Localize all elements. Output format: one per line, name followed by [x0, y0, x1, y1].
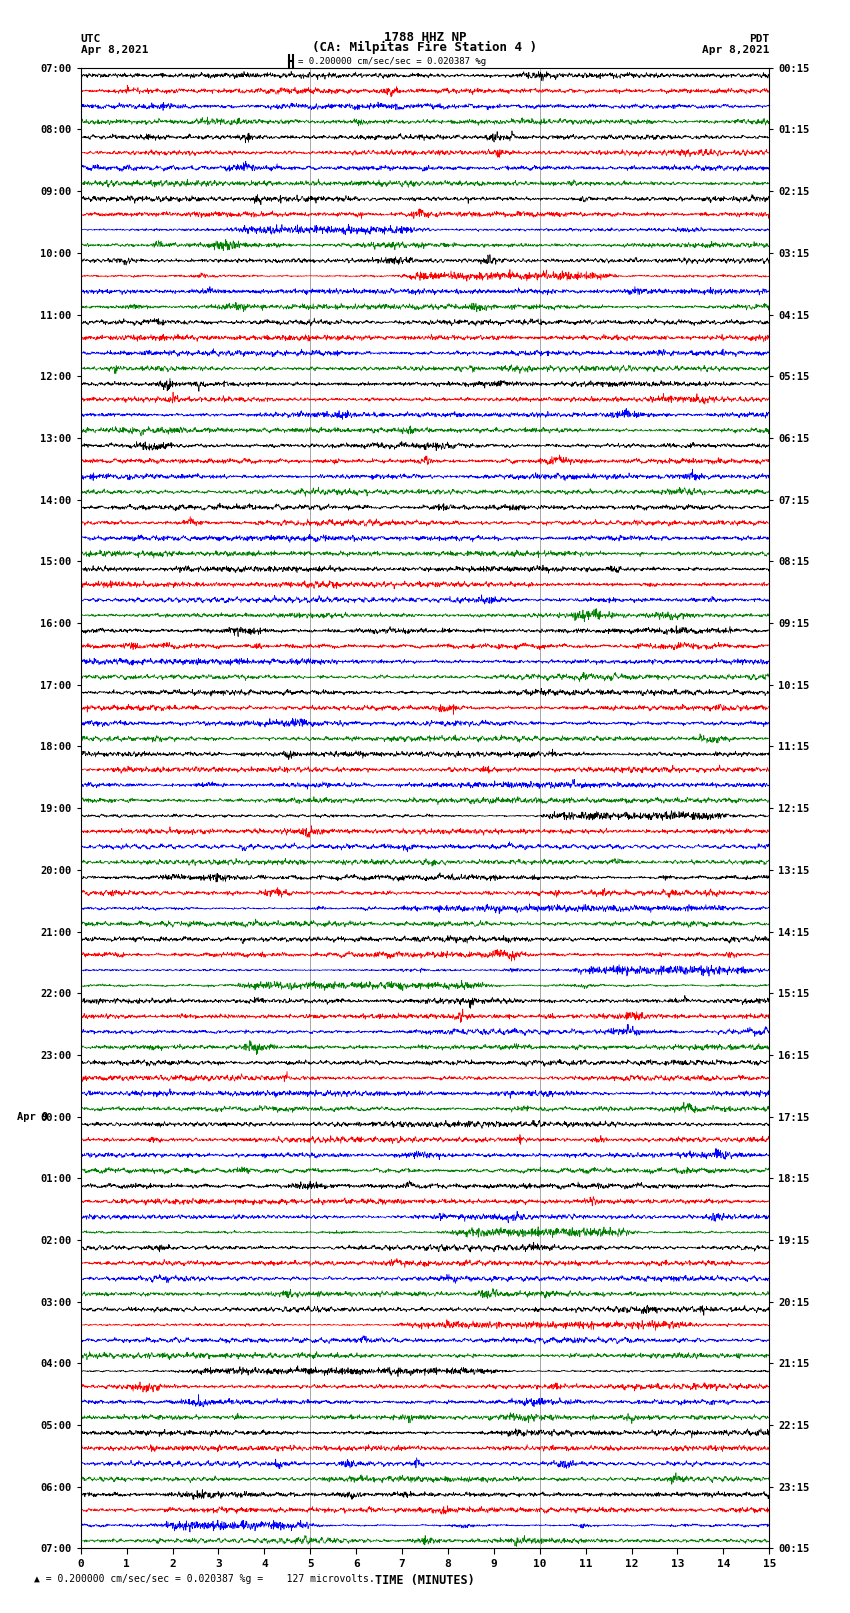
Text: 1788 HHZ NP: 1788 HHZ NP: [383, 31, 467, 44]
Text: PDT: PDT: [749, 34, 769, 44]
Text: Apr 8,2021: Apr 8,2021: [81, 45, 148, 55]
Text: Apr 9: Apr 9: [17, 1111, 48, 1121]
Text: (CA: Milpitas Fire Station 4 ): (CA: Milpitas Fire Station 4 ): [313, 40, 537, 53]
X-axis label: TIME (MINUTES): TIME (MINUTES): [375, 1574, 475, 1587]
Text: ▲ = 0.200000 cm/sec/sec = 0.020387 %g =    127 microvolts.: ▲ = 0.200000 cm/sec/sec = 0.020387 %g = …: [34, 1574, 375, 1584]
Text: Apr 8,2021: Apr 8,2021: [702, 45, 769, 55]
Text: UTC: UTC: [81, 34, 101, 44]
Text: = 0.200000 cm/sec/sec = 0.020387 %g: = 0.200000 cm/sec/sec = 0.020387 %g: [298, 56, 485, 66]
